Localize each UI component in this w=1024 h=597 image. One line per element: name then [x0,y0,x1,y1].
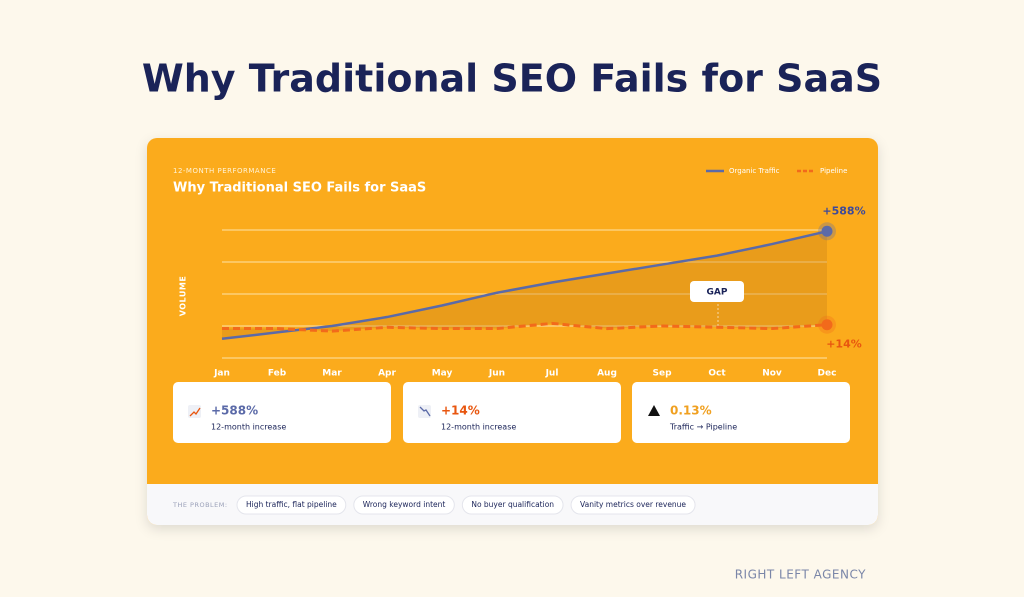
stat-icon-line [189,407,201,417]
problem-tag-label: Vanity metrics over revenue [580,500,686,509]
eyebrow: 12-MONTH PERFORMANCE [173,167,276,175]
x-tick-label: Dec [818,369,837,379]
stat-label: Traffic → Pipeline [669,423,737,432]
problem-tag [236,495,347,515]
stat-label: 12-month increase [211,423,286,432]
chart-title: Why Traditional SEO Fails for SaaS [173,181,426,196]
stat-icon [648,405,660,416]
x-tick-label: Jan [213,369,230,379]
stat-value: +14% [441,404,480,418]
x-tick-label: Mar [322,369,342,379]
y-axis-label: VOLUME [179,276,188,317]
annotation: +14% [826,338,862,351]
legend-label: Pipeline [820,167,847,175]
stat-icon [418,405,431,418]
stat-card [403,382,621,443]
line-0 [221,230,828,341]
gap-badge [690,281,744,302]
problem-tag [461,495,564,515]
end-dot [821,319,833,331]
stat-value: +588% [211,404,258,418]
problem-tag [570,495,696,515]
problem-label: THE PROBLEM: [172,501,228,509]
problem-tag-label: No buyer qualification [471,500,554,509]
x-tick-label: Nov [762,369,782,379]
x-tick-label: Sep [652,369,672,379]
line-1 [222,321,828,333]
x-tick-label: Apr [378,369,396,379]
stat-card [632,382,850,443]
x-tick-label: Oct [708,369,726,379]
stat-icon-line [419,406,431,417]
x-tick-label: May [432,369,453,379]
x-tick-label: Jul [545,369,559,379]
legend-label: Organic Traffic [729,167,780,175]
brand: RIGHT LEFT AGENCY [735,568,866,582]
x-tick-label: Aug [597,369,617,379]
x-tick-label: Jun [488,369,505,379]
problem-tag-label: Wrong keyword intent [363,500,446,509]
stat-value: 0.13% [670,404,712,418]
x-tick-label: Feb [268,369,287,379]
problem-tag-label: High traffic, flat pipeline [246,500,337,509]
stat-label: 12-month increase [441,423,516,432]
layer: Jan Feb Mar Apr May Jun Jul Aug Sep Oct Nov Dec Orga… [173,167,866,515]
page-title: Why Traditional SEO Fails for SaaS [142,57,882,101]
problem-tag [353,495,455,515]
gap-area [222,231,827,339]
end-dot [821,225,833,237]
stat-card [173,382,391,443]
gap-label: GAP [707,288,728,298]
stat-icon [188,405,201,418]
annotation: +588% [822,204,865,217]
